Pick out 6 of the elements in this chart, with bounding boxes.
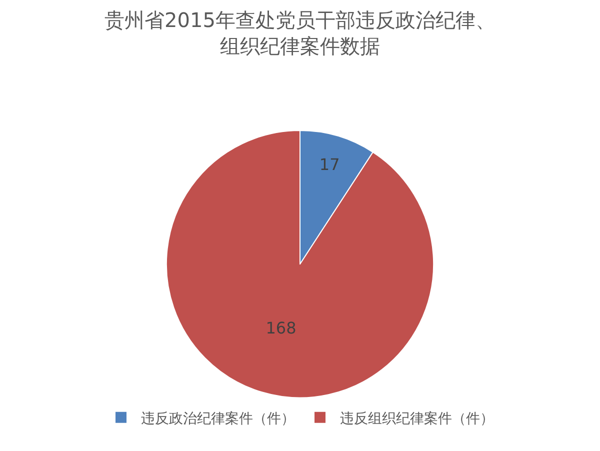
legend-label: 违反组织纪律案件（件）	[340, 410, 494, 427]
data-label: 168	[266, 318, 296, 338]
chart-title: 贵州省2015年查处党员干部违反政治纪律、组织纪律案件数据	[104, 8, 496, 58]
data-label: 17	[319, 154, 340, 174]
pie-slice	[166, 130, 434, 398]
legend-label: 违反政治纪律案件（件）	[141, 410, 295, 427]
